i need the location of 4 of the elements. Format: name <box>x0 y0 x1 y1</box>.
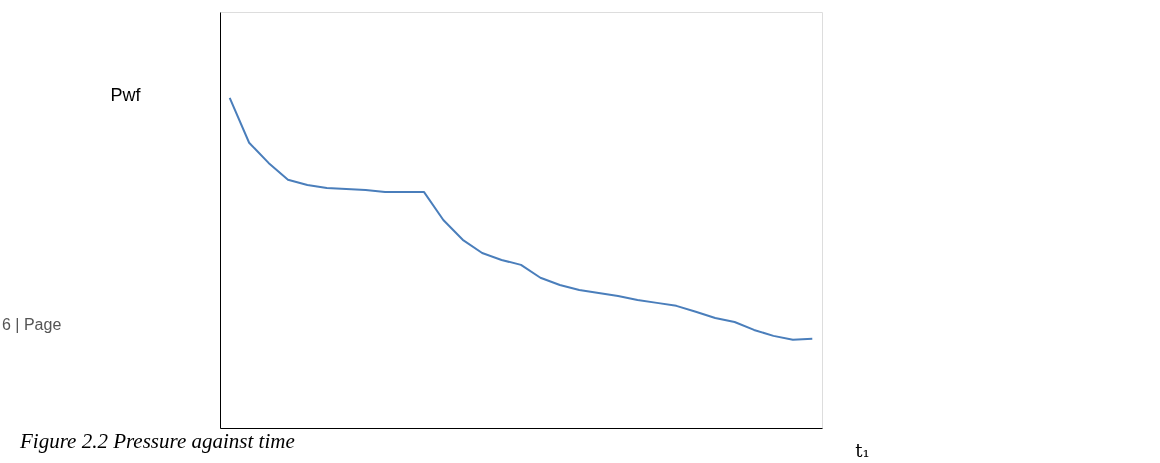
x-axis-title: t₁ <box>855 439 870 461</box>
caption: Figure 2.2 Pressure against time <box>19 429 295 453</box>
y-axis-title: Pwf <box>110 84 142 105</box>
text: 6 | Page <box>2 316 62 333</box>
